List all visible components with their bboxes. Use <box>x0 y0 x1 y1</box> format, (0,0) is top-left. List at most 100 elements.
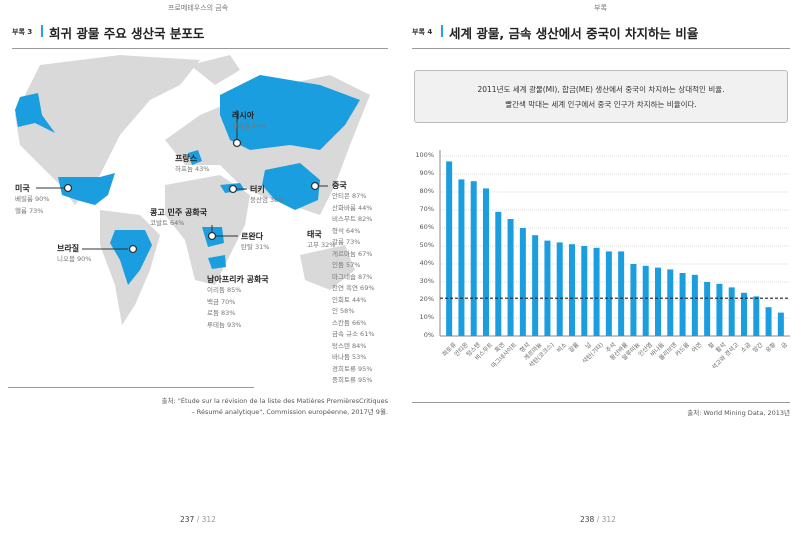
mineral-share: 마그네슘 87% <box>332 272 373 281</box>
france-shape <box>188 150 202 165</box>
mineral-share: 천연 흑연 69% <box>332 284 375 292</box>
country-name: 남아프리카 공화국 <box>207 275 269 284</box>
mineral-share: 인 58% <box>332 307 355 315</box>
country-name: 프랑스 <box>175 154 198 163</box>
location-markers <box>63 138 320 254</box>
x-category-label: 카드뮴 <box>674 341 691 359</box>
page-title: 세계 광물, 금속 생산에서 중국이 차지하는 비율 <box>449 26 699 41</box>
y-tick-label: 20% <box>419 295 434 303</box>
bar <box>704 282 711 336</box>
x-category-label: 텅스텐 <box>465 341 483 359</box>
bar <box>581 246 588 336</box>
x-category-label: 비소 <box>555 341 569 355</box>
footer-divider <box>8 387 254 388</box>
current-page: 237 <box>180 515 195 524</box>
source-citation: 출처: World Mining Data, 2013년 <box>687 409 790 417</box>
label-turkey: 터키 붕산염 38% <box>250 184 284 207</box>
appendix-label: 부록 3 <box>12 28 33 36</box>
label-brazil: 브라질 니오븀 90% <box>57 243 91 266</box>
x-category-label: 몰리브덴 <box>658 341 679 362</box>
page-number: 238 / 312 <box>580 515 616 524</box>
y-tick-label: 0% <box>423 331 434 339</box>
x-category-label: 흑연 <box>493 341 507 355</box>
mineral-share: 바나듐 53% <box>332 353 367 361</box>
bar <box>470 181 477 336</box>
note-line: 빨간색 막대는 세계 인구에서 중국 인구가 차지하는 비율이다. <box>505 100 697 109</box>
current-page: 238 <box>580 515 595 524</box>
bar <box>507 219 514 336</box>
bar <box>655 267 661 336</box>
usa-shape <box>58 173 115 205</box>
china-mineral-list: 안티몬 87% 산화바륨 44% 비스무트 82% 형석 64% 갈륨 73% 게르마늄 … <box>332 191 375 387</box>
total-pages: / 312 <box>594 515 616 524</box>
y-tick-label: 10% <box>419 313 434 321</box>
mineral-share: 고무 32% <box>307 241 336 249</box>
bar <box>765 307 772 336</box>
world-map <box>15 55 370 325</box>
country-name: 터키 <box>250 185 265 194</box>
bar <box>716 283 723 336</box>
x-category-label: 석탄(기타) <box>581 341 605 366</box>
bar <box>519 228 526 336</box>
mineral-share: 인듐 57% <box>332 261 361 269</box>
y-tick-label: 90% <box>419 169 434 177</box>
y-tick-label: 80% <box>419 187 434 195</box>
highlighted-countries <box>15 75 360 285</box>
label-drc: 콩고 민주 공화국 코발트 64% <box>150 207 207 230</box>
x-category-label: 안티몬 <box>453 341 470 359</box>
title-accent-bar <box>41 25 43 37</box>
note-line: 2011년도 세계 광물(MI), 합금(ME) 생산에서 중국이 차지하는 상… <box>477 85 725 94</box>
bar <box>753 296 760 336</box>
country-name: 브라질 <box>57 244 80 253</box>
mineral-share: 경희토류 95% <box>332 364 373 373</box>
mineral-share: 텅스텐 84% <box>332 341 367 350</box>
south-africa-shape <box>208 255 226 269</box>
country-name: 태국 <box>307 230 322 239</box>
alaska-shape <box>15 93 55 133</box>
bar <box>483 188 489 336</box>
mineral-share: 갈륨 73% <box>332 238 361 246</box>
chart-note-box: 2011년도 세계 광물(MI), 합금(ME) 생산에서 중국이 차지하는 상… <box>414 70 788 123</box>
mineral-share: 비스무트 82% <box>332 215 373 223</box>
bar <box>777 312 784 336</box>
bar <box>593 247 600 336</box>
label-usa: 미국 베릴륨 90% 헬륨 73% <box>15 183 49 217</box>
country-name: 중국 <box>332 181 347 190</box>
x-category-label: 활석 <box>715 341 728 355</box>
mineral-share: 팔라듐 46% <box>232 122 267 130</box>
x-category-label: 망간 <box>751 341 765 355</box>
footer-divider <box>412 402 790 403</box>
label-rwanda: 르완다 탄탈 31% <box>241 231 269 254</box>
x-category-label: 유황 <box>764 341 777 355</box>
x-category-label: 알루미늄 <box>621 341 642 362</box>
mineral-share: 중희토류 95% <box>332 376 373 384</box>
country-name: 러시아 <box>232 111 255 120</box>
mineral-share: 붕산염 38% <box>250 196 285 204</box>
x-category-label: 석고와 경석고 <box>710 341 741 372</box>
label-china: 중국 안티몬 87% 산화바륨 44% 비스무트 82% 형석 64% 갈륨 73% 게르… <box>332 180 375 387</box>
label-thailand: 태국 고무 32% <box>307 229 335 252</box>
x-category-label: 인산염 <box>637 341 655 359</box>
bar <box>446 161 453 336</box>
y-tick-label: 60% <box>419 223 434 231</box>
x-category-label: 아연 <box>690 341 704 355</box>
leader-lines <box>36 110 328 250</box>
x-category-label: 황산바륨 <box>608 341 630 362</box>
x-category-label: 소금 <box>739 341 753 355</box>
bar <box>556 242 563 336</box>
mineral-share: 니오븀 90% <box>57 255 92 263</box>
x-category-label: 납 <box>583 341 593 351</box>
mineral-share: 하프늄 43% <box>175 165 210 173</box>
page-title: 희귀 광물 주요 생산국 분포도 <box>49 26 205 41</box>
mineral-share: 코발트 64% <box>150 219 185 227</box>
china-shape <box>262 163 320 210</box>
bar <box>728 287 735 336</box>
bar <box>630 264 637 336</box>
mineral-share: 백금 70% <box>207 297 236 306</box>
mineral-share: 인회토 44% <box>332 295 367 304</box>
bar <box>605 251 612 336</box>
header-divider <box>412 48 790 49</box>
mineral-share: 로듐 83% <box>207 309 236 317</box>
x-category-label: 주석 <box>604 341 618 355</box>
x-category-label: 희토류 <box>440 341 458 359</box>
